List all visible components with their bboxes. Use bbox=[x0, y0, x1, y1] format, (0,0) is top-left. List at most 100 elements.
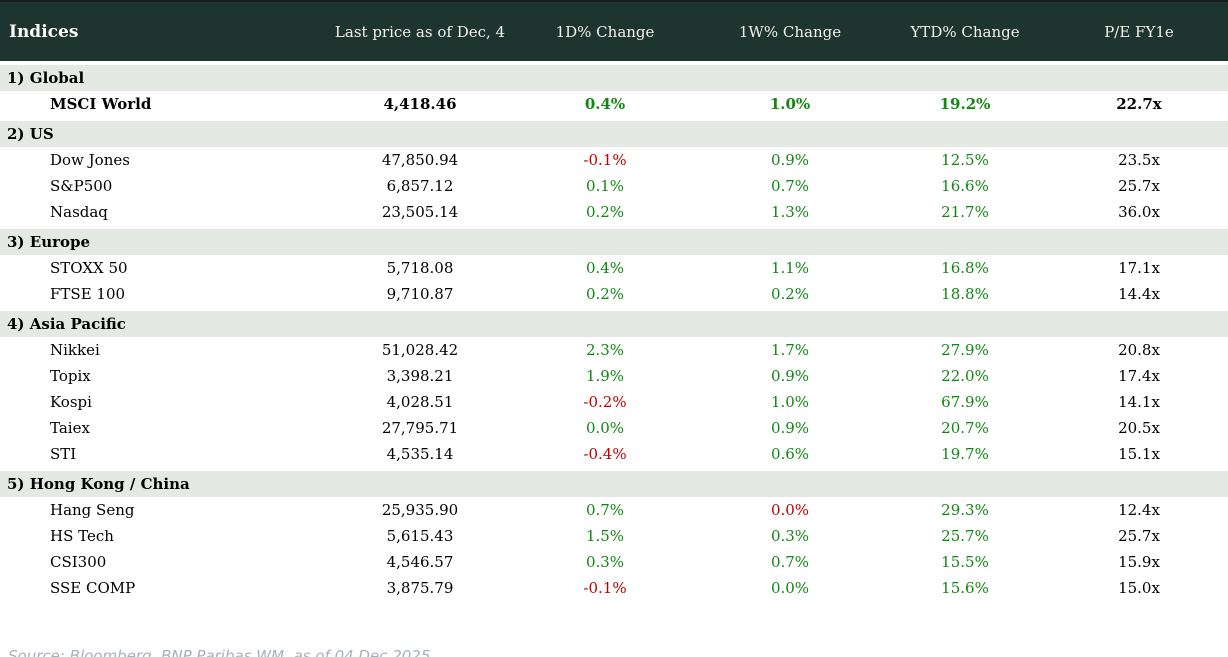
change-ytd-cell: 29.3% bbox=[941, 501, 989, 519]
change-1d-cell: 0.7% bbox=[585, 501, 625, 519]
section-title: 4) Asia Pacific bbox=[0, 307, 1228, 337]
index-name-cell: Nikkei bbox=[50, 341, 100, 359]
change-ytd-cell: 18.8% bbox=[941, 285, 989, 303]
last-price-cell: 47,850.94 bbox=[381, 151, 459, 169]
change-1w-cell: 0.9% bbox=[770, 367, 810, 385]
index-name-cell: S&P500 bbox=[50, 177, 113, 195]
table-row: CSI300 4,546.57 0.3% 0.7% 15.5% 15.9x bbox=[0, 549, 1228, 575]
section-row: 2) US bbox=[0, 117, 1228, 147]
change-ytd-cell: 22.0% bbox=[941, 367, 989, 385]
change-ytd-cell: 15.6% bbox=[941, 579, 989, 597]
change-1d-cell: 1.5% bbox=[585, 527, 625, 545]
table-row: FTSE 100 9,710.87 0.2% 0.2% 18.8% 14.4x bbox=[0, 281, 1228, 309]
column-header-1d-change: 1D% Change bbox=[510, 0, 700, 63]
change-1d-cell: -0.2% bbox=[583, 393, 627, 411]
pe-fy1e-cell: 22.7x bbox=[1116, 95, 1162, 113]
table-row: Kospi 4,028.51 -0.2% 1.0% 67.9% 14.1x bbox=[0, 389, 1228, 415]
change-1d-cell: 0.4% bbox=[584, 95, 626, 113]
last-price-cell: 6,857.12 bbox=[386, 177, 454, 195]
change-1w-cell: 0.9% bbox=[770, 151, 810, 169]
pe-fy1e-cell: 14.4x bbox=[1118, 285, 1160, 303]
section-title: 2) US bbox=[0, 117, 1228, 147]
pe-fy1e-cell: 25.7x bbox=[1118, 177, 1160, 195]
change-1w-cell: 1.1% bbox=[770, 259, 810, 277]
last-price-cell: 4,418.46 bbox=[383, 95, 457, 113]
change-ytd-cell: 25.7% bbox=[941, 527, 989, 545]
change-1w-cell: 1.7% bbox=[770, 341, 810, 359]
pe-fy1e-cell: 15.9x bbox=[1118, 553, 1160, 571]
pe-fy1e-cell: 15.0x bbox=[1118, 579, 1160, 597]
table-row: S&P500 6,857.12 0.1% 0.7% 16.6% 25.7x bbox=[0, 173, 1228, 199]
change-1w-cell: 0.3% bbox=[770, 527, 810, 545]
table-row: Taiex 27,795.71 0.0% 0.9% 20.7% 20.5x bbox=[0, 415, 1228, 441]
pe-fy1e-cell: 17.1x bbox=[1118, 259, 1160, 277]
change-1w-cell: 0.7% bbox=[770, 553, 810, 571]
pe-fy1e-cell: 20.5x bbox=[1118, 419, 1160, 437]
pe-fy1e-cell: 14.1x bbox=[1118, 393, 1160, 411]
table-body: 1) Global MSCI World 4,418.46 0.4% 1.0% 19.2%… bbox=[0, 61, 1228, 601]
index-name-cell: SSE COMP bbox=[50, 579, 136, 597]
last-price-cell: 25,935.90 bbox=[381, 501, 459, 519]
change-1d-cell: 0.1% bbox=[585, 177, 625, 195]
index-name-cell: STOXX 50 bbox=[50, 259, 128, 277]
table-row: MSCI World 4,418.46 0.4% 1.0% 19.2% 22.7x bbox=[0, 91, 1228, 119]
last-price-cell: 3,398.21 bbox=[386, 367, 454, 385]
change-1d-cell: 0.3% bbox=[585, 553, 625, 571]
table-header: Indices Last price as of Dec, 4 1D% Chan… bbox=[0, 0, 1228, 63]
last-price-cell: 5,718.08 bbox=[386, 259, 454, 277]
last-price-cell: 4,546.57 bbox=[386, 553, 454, 571]
change-ytd-cell: 27.9% bbox=[941, 341, 989, 359]
change-ytd-cell: 15.5% bbox=[941, 553, 989, 571]
source-note: Source: Bloomberg, BNP Paribas WM, as of… bbox=[8, 647, 436, 657]
change-ytd-cell: 16.8% bbox=[941, 259, 989, 277]
index-name-cell: FTSE 100 bbox=[50, 285, 126, 303]
change-1d-cell: 0.2% bbox=[585, 285, 625, 303]
section-row: 5) Hong Kong / China bbox=[0, 467, 1228, 497]
index-name-cell: MSCI World bbox=[50, 95, 152, 113]
index-name-cell: Dow Jones bbox=[50, 151, 130, 169]
pe-fy1e-cell: 25.7x bbox=[1118, 527, 1160, 545]
table-row: Hang Seng 25,935.90 0.7% 0.0% 29.3% 12.4x bbox=[0, 497, 1228, 523]
last-price-cell: 51,028.42 bbox=[381, 341, 459, 359]
index-name-cell: Kospi bbox=[50, 393, 92, 411]
index-name-cell: Taiex bbox=[50, 419, 90, 437]
change-1w-cell: 1.3% bbox=[770, 203, 810, 221]
change-ytd-cell: 19.7% bbox=[941, 445, 989, 463]
change-1d-cell: 0.0% bbox=[585, 419, 625, 437]
change-1w-cell: 0.7% bbox=[770, 177, 810, 195]
last-price-cell: 4,535.14 bbox=[386, 445, 454, 463]
index-name-cell: Nasdaq bbox=[50, 203, 108, 221]
indices-table: Indices Last price as of Dec, 4 1D% Chan… bbox=[0, 0, 1228, 601]
table-row: HS Tech 5,615.43 1.5% 0.3% 25.7% 25.7x bbox=[0, 523, 1228, 549]
last-price-cell: 27,795.71 bbox=[381, 419, 459, 437]
change-ytd-cell: 19.2% bbox=[939, 95, 991, 113]
column-header-last-price: Last price as of Dec, 4 bbox=[330, 0, 510, 63]
column-header-pe-fy1e: P/E FY1e bbox=[1050, 0, 1228, 63]
header-row: Indices Last price as of Dec, 4 1D% Chan… bbox=[0, 0, 1228, 63]
last-price-cell: 23,505.14 bbox=[381, 203, 459, 221]
last-price-cell: 3,875.79 bbox=[386, 579, 454, 597]
change-1d-cell: 2.3% bbox=[585, 341, 625, 359]
table-row: Nasdaq 23,505.14 0.2% 1.3% 21.7% 36.0x bbox=[0, 199, 1228, 227]
table-row: Topix 3,398.21 1.9% 0.9% 22.0% 17.4x bbox=[0, 363, 1228, 389]
change-ytd-cell: 20.7% bbox=[941, 419, 989, 437]
section-row: 4) Asia Pacific bbox=[0, 307, 1228, 337]
change-ytd-cell: 21.7% bbox=[941, 203, 989, 221]
pe-fy1e-cell: 17.4x bbox=[1118, 367, 1160, 385]
change-1d-cell: 1.9% bbox=[585, 367, 625, 385]
index-name-cell: STI bbox=[50, 445, 77, 463]
section-row: 1) Global bbox=[0, 61, 1228, 91]
change-1d-cell: -0.1% bbox=[583, 151, 627, 169]
pe-fy1e-cell: 23.5x bbox=[1118, 151, 1160, 169]
change-1w-cell: 0.0% bbox=[770, 501, 810, 519]
change-1w-cell: 0.6% bbox=[770, 445, 810, 463]
section-title: 5) Hong Kong / China bbox=[0, 467, 1228, 497]
section-title: 1) Global bbox=[0, 61, 1228, 91]
change-1w-cell: 0.9% bbox=[770, 419, 810, 437]
index-name-cell: Hang Seng bbox=[50, 501, 135, 519]
index-name-cell: CSI300 bbox=[50, 553, 107, 571]
table-row: STOXX 50 5,718.08 0.4% 1.1% 16.8% 17.1x bbox=[0, 255, 1228, 281]
column-header-1w-change: 1W% Change bbox=[700, 0, 880, 63]
column-header-ytd-change: YTD% Change bbox=[880, 0, 1050, 63]
